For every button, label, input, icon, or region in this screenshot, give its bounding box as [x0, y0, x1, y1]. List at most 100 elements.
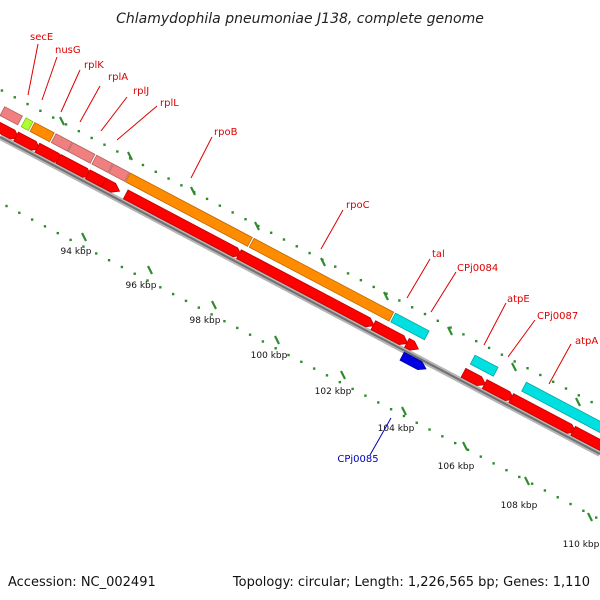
tick-dot [116, 150, 119, 153]
tick-dot [556, 496, 559, 499]
tick-dot [5, 204, 8, 208]
callout-line [27, 43, 39, 96]
tick-dot [82, 245, 85, 248]
tick-dot [487, 346, 491, 350]
tick-dot [257, 224, 260, 228]
tick-dot [154, 170, 157, 174]
tick-label: 94 kbp [61, 247, 92, 257]
tick-dot [577, 394, 581, 397]
gene-label: CPj0087 [537, 311, 578, 322]
major-tick [587, 512, 593, 522]
tick-label: 108 kbp [501, 501, 538, 511]
tick-dot [377, 401, 380, 404]
tick-dot [513, 360, 516, 363]
gene-forward [0, 121, 20, 140]
gene-forward [460, 367, 487, 387]
tick-dot [269, 231, 273, 234]
tick-dot [244, 218, 247, 221]
major-tick [320, 257, 326, 267]
gene-reverse [399, 351, 427, 370]
tick-dot [18, 211, 21, 215]
tick-label: 100 kbp [251, 351, 288, 361]
tick-dot [334, 265, 337, 268]
tick-dot [569, 502, 572, 506]
tick-dot [594, 516, 598, 519]
tick-dot [180, 184, 183, 187]
tick-dot [466, 448, 470, 452]
tick-dot [505, 468, 508, 472]
tick-dot [300, 360, 303, 364]
major-tick [254, 221, 260, 231]
tick-dot [69, 238, 72, 242]
tick-dot [479, 455, 483, 458]
tick-dot [500, 353, 504, 356]
callout-line [507, 319, 536, 358]
tick-dot [282, 238, 286, 241]
tick-dot [223, 319, 226, 323]
tick-dot [364, 394, 367, 397]
major-tick [81, 232, 87, 242]
cds-segment [67, 142, 96, 164]
tick-dot [197, 306, 200, 309]
tick-dot [410, 306, 414, 309]
tick-track: 94 kbp 96 kbp 98 kbp 100 kbp 102 kbp 104 kbp 1… [0, 89, 600, 550]
callout-line [190, 136, 213, 179]
tick-dot [351, 387, 354, 391]
tick-dot [372, 285, 375, 289]
tick-dot [248, 333, 252, 336]
tick-dot [539, 373, 542, 377]
tick-label: 106 kbp [438, 462, 475, 472]
tick-label: 102 kbp [315, 387, 352, 397]
tick-dot [107, 259, 111, 262]
tick-dot [274, 347, 277, 350]
topology-text: Topology: circular; Length: 1,226,565 bp… [232, 575, 590, 590]
major-tick [147, 265, 153, 275]
tick-dot [590, 400, 593, 404]
major-tick [462, 441, 468, 451]
cds-segment [108, 163, 130, 182]
callout-line [41, 56, 58, 101]
tick-dot [453, 441, 457, 445]
feature-track [0, 106, 600, 452]
tick-dot [184, 299, 188, 303]
tick-dot [90, 136, 93, 140]
gene-forward [122, 189, 243, 258]
cds-segment [50, 133, 73, 152]
tick-dot [518, 475, 521, 479]
tick-dot [26, 102, 29, 106]
gene-label: rplJ [133, 86, 149, 97]
major-tick [447, 326, 453, 336]
gene-forward [13, 131, 41, 151]
tick-dot [261, 340, 265, 343]
cds-segment [521, 381, 600, 433]
tick-dot [325, 374, 329, 377]
major-tick [340, 370, 346, 380]
tick-dot [56, 231, 59, 235]
callout-line [79, 85, 101, 123]
major-tick [401, 406, 407, 416]
gene-forward [570, 425, 600, 452]
tick-dot [308, 251, 311, 255]
tick-label: 96 kbp [126, 281, 157, 291]
cds-segment [390, 312, 430, 341]
tick-dot [398, 299, 401, 302]
tick-dot [295, 245, 298, 248]
gene-label: rplK [84, 60, 104, 71]
tick-dot [146, 279, 149, 282]
callout-line [548, 343, 572, 385]
tick-dot [462, 333, 465, 336]
tick-dot [582, 509, 585, 513]
callout-line [320, 209, 344, 250]
tick-dot [312, 367, 316, 370]
backbone-line [0, 136, 600, 455]
map-title: Chlamydophila pneumoniae J138, complete … [116, 11, 484, 27]
gene-forward [404, 337, 419, 351]
tick-label: 98 kbp [190, 316, 221, 326]
tick-dot [30, 218, 34, 221]
tick-dot [346, 272, 350, 275]
tick-dot [287, 353, 290, 357]
callout-line [116, 105, 158, 141]
